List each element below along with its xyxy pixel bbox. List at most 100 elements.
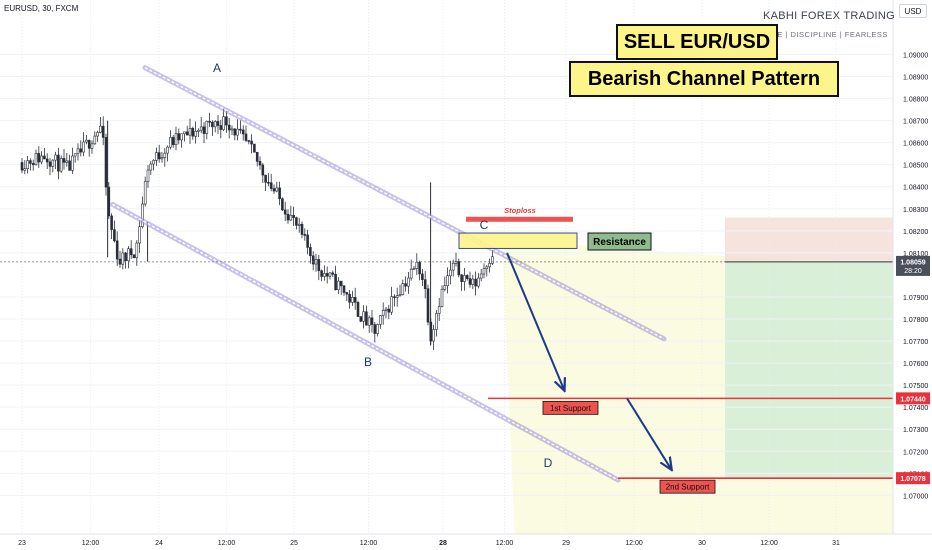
candle-body[interactable] — [93, 135, 97, 145]
candle-body[interactable] — [482, 268, 486, 275]
candle-body[interactable] — [99, 125, 102, 133]
candle-body[interactable] — [477, 277, 480, 287]
candle-body[interactable] — [45, 158, 49, 163]
candle-body[interactable] — [244, 133, 248, 141]
price-tick-label[interactable]: 1.07800 — [903, 317, 928, 324]
resistance-zone[interactable] — [458, 232, 578, 249]
candle-body[interactable] — [208, 120, 211, 123]
candle-body[interactable] — [202, 126, 206, 134]
time-tick-label[interactable]: 23 — [18, 540, 26, 547]
time-axis[interactable]: 23 12:00 24 12:00 25 12:00 28 12:00 29 12:00 30 12:… — [0, 533, 932, 550]
candle-body[interactable] — [23, 168, 27, 171]
time-tick-label[interactable]: 25 — [290, 540, 298, 547]
candle-body[interactable] — [174, 133, 178, 145]
candle-body[interactable] — [197, 129, 200, 132]
candle-body[interactable] — [272, 188, 276, 192]
candle-body[interactable] — [337, 280, 340, 291]
candle-body[interactable] — [267, 181, 270, 184]
candle-body[interactable] — [398, 294, 402, 296]
price-tick-label[interactable]: 1.08200 — [903, 229, 928, 236]
price-tick-label[interactable]: 1.09000 — [903, 52, 928, 59]
candle-body[interactable] — [264, 174, 267, 183]
annotations[interactable]: Stoploss Resistance 1st Support 2nd Support… — [0, 61, 893, 494]
price-tick-label[interactable]: 1.07600 — [903, 361, 928, 368]
time-tick-label[interactable]: 12:00 — [760, 540, 778, 547]
time-tick-label[interactable]: 24 — [155, 540, 163, 547]
candle-body[interactable] — [381, 309, 385, 316]
candle-body[interactable] — [297, 223, 301, 226]
candle-body[interactable] — [311, 255, 315, 265]
candle-body[interactable] — [250, 140, 253, 145]
candle-body[interactable] — [143, 181, 147, 205]
candle-body[interactable] — [87, 139, 91, 149]
candle-body[interactable] — [356, 302, 360, 317]
candle-body[interactable] — [289, 214, 293, 221]
candle-body[interactable] — [129, 248, 133, 256]
candle-body[interactable] — [471, 278, 475, 285]
candle-body[interactable] — [359, 316, 363, 322]
candle-body[interactable] — [449, 269, 452, 277]
candle-body[interactable] — [247, 140, 251, 142]
candle-body[interactable] — [132, 254, 136, 259]
candle-body[interactable] — [370, 317, 374, 325]
candle-body[interactable] — [451, 262, 455, 271]
candle-body[interactable] — [157, 152, 161, 160]
candle-body[interactable] — [216, 121, 220, 126]
candles[interactable] — [20, 109, 494, 350]
candle-body[interactable] — [152, 160, 155, 165]
candle-body[interactable] — [110, 215, 113, 230]
symbol-label[interactable]: EURUSD, 30, FXCM — [4, 4, 79, 13]
candle-body[interactable] — [426, 288, 430, 323]
candle-body[interactable] — [365, 311, 368, 326]
candle-body[interactable] — [407, 277, 410, 287]
candle-body[interactable] — [395, 295, 399, 298]
candle-body[interactable] — [437, 306, 441, 314]
candle-body[interactable] — [474, 278, 477, 287]
price-tick-label[interactable]: 1.08500 — [903, 163, 928, 170]
candle-body[interactable] — [412, 268, 416, 270]
candle-body[interactable] — [281, 198, 284, 211]
candle-body[interactable] — [163, 152, 167, 158]
time-tick-label[interactable]: 12:00 — [625, 540, 643, 547]
price-tick-label[interactable]: 1.08700 — [903, 119, 928, 126]
candle-body[interactable] — [26, 160, 29, 169]
candle-body[interactable] — [180, 133, 183, 141]
candle-body[interactable] — [286, 213, 290, 221]
currency-label[interactable]: USD — [899, 4, 927, 18]
candle-body[interactable] — [479, 273, 483, 279]
time-tick-label[interactable]: 12:00 — [360, 540, 378, 547]
candle-body[interactable] — [443, 285, 447, 290]
price-tick-label[interactable]: 1.08400 — [903, 185, 928, 192]
candle-body[interactable] — [384, 308, 388, 311]
candle-body[interactable] — [323, 273, 326, 277]
candle-body[interactable] — [457, 261, 461, 276]
candle-body[interactable] — [239, 128, 242, 131]
candle-body[interactable] — [160, 157, 164, 160]
candle-body[interactable] — [421, 273, 424, 280]
candle-body[interactable] — [418, 262, 421, 275]
candle-body[interactable] — [269, 182, 273, 189]
candle-body[interactable] — [79, 148, 83, 153]
candle-body[interactable] — [138, 226, 141, 244]
candle-body[interactable] — [101, 125, 105, 138]
time-tick-label[interactable]: 28 — [439, 540, 447, 547]
price-tick-label[interactable]: 1.08800 — [903, 97, 928, 104]
time-tick-label[interactable]: 30 — [698, 540, 706, 547]
candle-body[interactable] — [390, 296, 393, 313]
candle-body[interactable] — [199, 126, 203, 131]
candle-body[interactable] — [348, 293, 351, 303]
candle-body[interactable] — [409, 268, 413, 279]
candle-body[interactable] — [446, 275, 449, 287]
candle-body[interactable] — [309, 247, 312, 257]
candle-body[interactable] — [149, 163, 153, 171]
candle-body[interactable] — [275, 187, 279, 192]
candle-body[interactable] — [141, 203, 144, 228]
candle-body[interactable] — [278, 187, 281, 200]
candle-body[interactable] — [353, 297, 357, 303]
price-tick-label[interactable]: 1.07400 — [903, 405, 928, 412]
candle-body[interactable] — [345, 292, 349, 295]
candle-body[interactable] — [90, 143, 94, 149]
candle-body[interactable] — [185, 131, 189, 136]
candle-body[interactable] — [320, 270, 323, 277]
candle-body[interactable] — [241, 129, 245, 135]
